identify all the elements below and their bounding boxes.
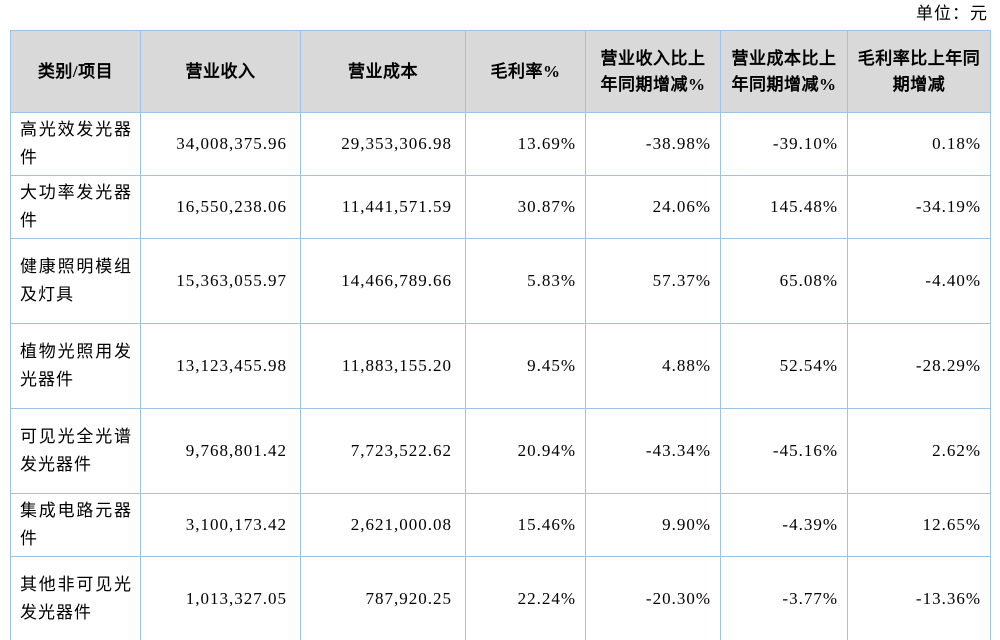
cell-revenue-yoy: 24.06% (585, 175, 721, 239)
cell-category: 集成电路元器件 (10, 493, 141, 557)
cell-category: 大功率发光器件 (10, 175, 141, 239)
col-header-cost: 营业成本 (300, 30, 466, 113)
cell-margin-yoy: -34.19% (847, 175, 991, 239)
cell-cost: 787,920.25 (300, 556, 466, 640)
cell-margin: 22.24% (465, 556, 586, 640)
table-row: 大功率发光器件 16,550,238.06 11,441,571.59 30.8… (10, 175, 991, 239)
cell-revenue-yoy: -38.98% (585, 112, 721, 176)
cell-revenue: 15,363,055.97 (140, 238, 301, 324)
cell-cost-yoy: -4.39% (720, 493, 848, 557)
cell-cost: 11,441,571.59 (300, 175, 466, 239)
col-header-category: 类别/项目 (10, 30, 141, 113)
cell-margin-yoy: -13.36% (847, 556, 991, 640)
cell-margin-yoy: 0.18% (847, 112, 991, 176)
cell-revenue-yoy: 4.88% (585, 323, 721, 409)
cell-revenue-yoy: 57.37% (585, 238, 721, 324)
revenue-by-category-table: 类别/项目 营业收入 营业成本 毛利率% 营业收入比上年同期增减% 营业成本比上… (10, 30, 991, 640)
cell-revenue: 1,013,327.05 (140, 556, 301, 640)
cell-revenue: 16,550,238.06 (140, 175, 301, 239)
table-row: 高光效发光器件 34,008,375.96 29,353,306.98 13.6… (10, 112, 991, 176)
unit-label: 单位：元 (916, 4, 988, 23)
cell-cost-yoy: 145.48% (720, 175, 848, 239)
table-row: 集成电路元器件 3,100,173.42 2,621,000.08 15.46%… (10, 493, 991, 557)
cell-cost-yoy: -3.77% (720, 556, 848, 640)
cell-revenue: 34,008,375.96 (140, 112, 301, 176)
cell-margin-yoy: -28.29% (847, 323, 991, 409)
cell-margin: 30.87% (465, 175, 586, 239)
cell-revenue: 13,123,455.98 (140, 323, 301, 409)
col-header-margin: 毛利率% (465, 30, 586, 113)
cell-revenue-yoy: -20.30% (585, 556, 721, 640)
cell-revenue: 9,768,801.42 (140, 408, 301, 494)
cell-cost-yoy: -45.16% (720, 408, 848, 494)
cell-cost-yoy: -39.10% (720, 112, 848, 176)
cell-cost: 7,723,522.62 (300, 408, 466, 494)
cell-cost-yoy: 52.54% (720, 323, 848, 409)
cell-margin: 9.45% (465, 323, 586, 409)
table-row: 其他非可见光发光器件 1,013,327.05 787,920.25 22.24… (10, 556, 991, 640)
cell-cost: 29,353,306.98 (300, 112, 466, 176)
col-header-cost-yoy: 营业成本比上年同期增减% (720, 30, 848, 113)
cell-category: 高光效发光器件 (10, 112, 141, 176)
cell-revenue-yoy: -43.34% (585, 408, 721, 494)
cell-margin: 20.94% (465, 408, 586, 494)
cell-revenue: 3,100,173.42 (140, 493, 301, 557)
cell-revenue-yoy: 9.90% (585, 493, 721, 557)
cell-cost: 2,621,000.08 (300, 493, 466, 557)
table-row: 可见光全光谱发光器件 9,768,801.42 7,723,522.62 20.… (10, 408, 991, 494)
cell-margin: 15.46% (465, 493, 586, 557)
cell-margin-yoy: 12.65% (847, 493, 991, 557)
col-header-margin-yoy: 毛利率比上年同期增减 (847, 30, 991, 113)
cell-cost-yoy: 65.08% (720, 238, 848, 324)
cell-category: 植物光照用发光器件 (10, 323, 141, 409)
cell-category: 其他非可见光发光器件 (10, 556, 141, 640)
table-row: 植物光照用发光器件 13,123,455.98 11,883,155.20 9.… (10, 323, 991, 409)
table-header-row: 类别/项目 营业收入 营业成本 毛利率% 营业收入比上年同期增减% 营业成本比上… (10, 30, 991, 113)
cell-margin-yoy: -4.40% (847, 238, 991, 324)
cell-cost: 14,466,789.66 (300, 238, 466, 324)
table-row: 健康照明模组及灯具 15,363,055.97 14,466,789.66 5.… (10, 238, 991, 324)
cell-cost: 11,883,155.20 (300, 323, 466, 409)
col-header-revenue-yoy: 营业收入比上年同期增减% (585, 30, 721, 113)
cell-margin-yoy: 2.62% (847, 408, 991, 494)
cell-margin: 13.69% (465, 112, 586, 176)
cell-category: 健康照明模组及灯具 (10, 238, 141, 324)
col-header-revenue: 营业收入 (140, 30, 301, 113)
cell-category: 可见光全光谱发光器件 (10, 408, 141, 494)
cell-margin: 5.83% (465, 238, 586, 324)
